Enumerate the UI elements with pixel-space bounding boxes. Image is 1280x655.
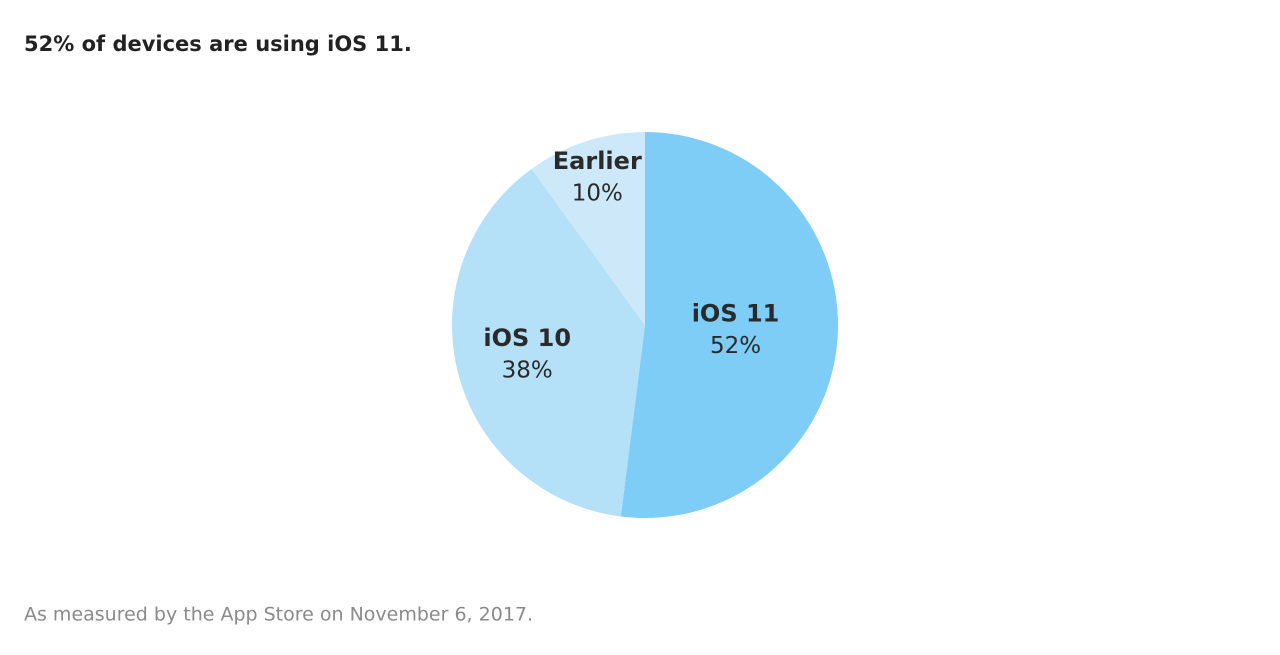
slice-value: 52% [710,333,761,359]
pie-slice [531,132,645,325]
slice-label: iOS 10 [483,324,571,352]
slice-value: 38% [502,358,553,384]
slice-value: 10% [572,181,623,207]
chart-title: 52% of devices are using iOS 11. [24,32,412,56]
pie-slice [451,168,645,517]
slice-label: iOS 11 [692,300,780,328]
pie-slice [620,132,838,518]
slice-label: Earlier [553,147,642,175]
footnote: As measured by the App Store on November… [24,604,533,626]
